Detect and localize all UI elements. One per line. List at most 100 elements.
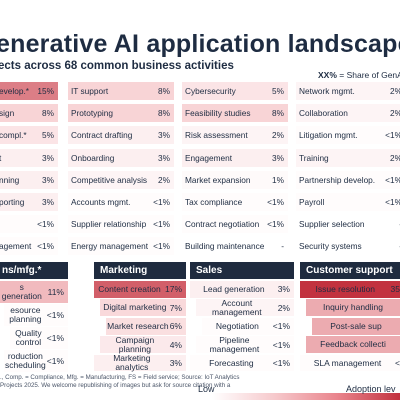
activity-label: Onboarding [71, 152, 115, 163]
footer-line-2: Projects 2025. We welcome republishing o… [0, 382, 231, 389]
activity-cell: Training 2% [296, 148, 400, 167]
activity-share-value: 3% [272, 152, 284, 163]
activity-share-value: 5% [42, 130, 54, 141]
activity-cell: Contract negotiation <1% [182, 215, 288, 234]
activity-cell: Security systems- [296, 237, 400, 256]
panel-activity-label: Digital marketing [103, 302, 167, 313]
activity-cell: Supplier selection- [296, 215, 400, 234]
activity-cell: Engagement 3% [182, 148, 288, 167]
panel-activity-tile: Account management 2% [196, 297, 294, 317]
activity-share-value: <1% [385, 130, 400, 141]
panel-activity-label: Feedback collecti [320, 339, 386, 350]
panel-activity-label: Issue resolution [315, 283, 376, 294]
activity-cell: Competitive analysis 2% [68, 170, 174, 189]
activity-share-value: 2% [158, 174, 170, 185]
panel-activity-tile: Forecasting <1% [190, 354, 294, 372]
activity-cell: Supplier relationship <1% [68, 215, 174, 234]
adoption-gradient-bar [212, 393, 400, 400]
panel-activity-tile: Feedback collecti [306, 336, 400, 354]
panel-activity-tile: SLA management < [300, 354, 400, 372]
panel-activity-tile: Inquiry handling [306, 299, 400, 317]
panel-activity-label: Negotiation [215, 320, 259, 331]
activity-share-value: 2% [390, 152, 400, 163]
activity-label: Partnership develop. [299, 174, 376, 185]
activity-label: nning [0, 174, 20, 185]
activity-label: Cybersecurity [185, 86, 236, 96]
activity-share-value: 2% [390, 108, 400, 119]
panel-activity-tile: roduction scheduling <1% [4, 350, 68, 372]
activity-share-value: <1% [153, 197, 170, 207]
activity-cell: Accounts mgmt. <1% [68, 193, 174, 211]
activity-label: Risk assessment [185, 130, 248, 141]
legend-low-label: Low [198, 384, 215, 394]
activity-label: sign [0, 108, 15, 119]
activity-cell: Tax compliance <1% [182, 193, 288, 211]
share-legend-text: = Share of GenAI [336, 70, 400, 80]
footer-line-1: ., Comp. = Compliance, Mfg. = Manufactur… [0, 374, 240, 381]
panel-activity-share: 7% [169, 302, 182, 313]
activity-label: Prototyping [71, 108, 113, 119]
panel-activity-label: Account management [212, 297, 262, 317]
activity-label: Collaboration [299, 108, 348, 119]
panel-activity-label: Post-sale sup [330, 320, 382, 331]
panel-activity-tile: s generation 11% [0, 281, 68, 303]
activity-cell: Risk assessment 2% [182, 126, 288, 145]
activity-cell: porting 3% [0, 193, 58, 211]
panel-header: ns/mfg.* [0, 262, 68, 279]
panel-activity-label: esource planning [9, 304, 42, 324]
activity-share-value: <1% [385, 197, 400, 207]
activity-cell: Building maintenance - [182, 237, 288, 256]
share-legend-key: XX% [318, 70, 337, 80]
activity-share-value: 8% [42, 108, 54, 119]
panel-header: Sales [190, 262, 294, 279]
activity-cell: agement <1% [0, 237, 58, 256]
activity-share-value: <1% [37, 241, 54, 252]
activity-share-value: 3% [158, 130, 170, 141]
panel-activity-tile: Pipeline management <1% [196, 335, 294, 353]
panel-activity-label: Forecasting [209, 357, 254, 368]
activity-cell: IT support 8% [68, 82, 174, 100]
activity-label: Supplier selection [299, 219, 365, 230]
activity-share-value: 8% [158, 108, 170, 119]
activity-label: Contract drafting [71, 130, 133, 141]
panel-activity-tile: Market research 6% [106, 317, 186, 335]
panel-activity-tile: Quality control <1% [10, 327, 68, 349]
activity-label: IT support [71, 86, 109, 96]
activity-share-value: 1% [272, 174, 284, 185]
activity-cell: Partnership develop. <1% [296, 170, 400, 189]
activity-cell: Energy management <1% [68, 237, 174, 256]
panel-activity-share: 3% [169, 358, 182, 369]
panel-activity-share: 17% [164, 284, 182, 295]
activity-cell: Prototyping 8% [68, 104, 174, 123]
page-subtitle: ects across 68 common business activitie… [0, 60, 234, 72]
activity-cell: Onboarding 3% [68, 148, 174, 167]
panel-activity-label: Inquiry handling [322, 302, 383, 313]
panel-activity-label: SLA management [313, 357, 382, 368]
activity-label: Competitive analysis [71, 174, 148, 185]
activity-label: Litigation mgmt. [299, 130, 358, 141]
panel-activity-share: <1% [46, 332, 64, 343]
activity-label: agement [0, 241, 32, 252]
activity-cell: sign 8% [0, 104, 58, 123]
activity-label: Energy management [71, 241, 149, 252]
activity-cell: Payroll <1% [296, 193, 400, 211]
activity-cell: Feasibility studies 8% [182, 104, 288, 123]
activity-share-value: <1% [267, 197, 284, 207]
panel-activity-share: <1% [46, 309, 64, 320]
panel-activity-tile: Campaign planning 4% [100, 335, 186, 353]
activity-cell: t 3% [0, 148, 58, 167]
activity-cell: Contract drafting 3% [68, 126, 174, 145]
activity-label: Network mgmt. [299, 86, 355, 96]
panel-activity-tile: Issue resolution 35 [300, 281, 400, 298]
panel-activity-label: Quality control [15, 327, 42, 347]
activity-share-value: <1% [153, 241, 170, 252]
panel-activity-label: Lead generation [203, 283, 265, 294]
activity-cell: <1% [0, 215, 58, 234]
panel-activity-share: <1% [46, 355, 64, 366]
footer-source: ., Comp. = Compliance, Mfg. = Manufactur… [0, 374, 239, 390]
panel-activity-share: 4% [169, 339, 182, 350]
activity-cell: Collaboration 2% [296, 104, 400, 123]
panel-activity-share: <1% [272, 358, 290, 369]
activity-label: Feasibility studies [185, 108, 251, 119]
activity-label: Training [299, 152, 329, 163]
